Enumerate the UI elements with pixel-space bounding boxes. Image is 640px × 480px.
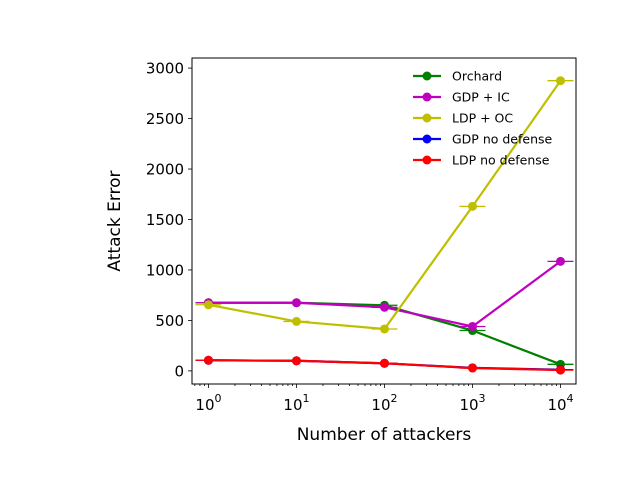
y-tick-label: 1000 [146, 261, 184, 279]
x-tick-label: 102 [371, 392, 397, 414]
data-point [379, 358, 389, 368]
data-point [203, 355, 213, 365]
legend-marker [422, 155, 432, 165]
data-point [291, 298, 301, 308]
plot-frame [191, 57, 577, 385]
data-point [556, 365, 566, 375]
y-tick-label: 3000 [146, 60, 184, 78]
legend-marker [422, 134, 432, 144]
data-point [556, 256, 566, 266]
legend-label: LDP + OC [452, 111, 513, 126]
x-tick-label: 100 [195, 392, 221, 414]
x-axis: 100 101 102 103 104 [194, 384, 574, 414]
legend: Orchard GDP + IC LDP + OC GDP no defense LDP… [413, 69, 553, 168]
data-point [379, 302, 389, 312]
y-axis-title: Attack Error [105, 170, 125, 271]
data-point [556, 76, 566, 86]
legend-marker [422, 92, 432, 102]
data-point [291, 316, 301, 326]
legend-label: GDP + IC [452, 90, 510, 105]
legend-label: GDP no defense [452, 132, 553, 147]
legend-marker [422, 71, 432, 81]
x-tick-label: 101 [283, 392, 309, 414]
y-axis: 0 500 1000 1500 2000 2500 3000 [146, 60, 192, 380]
series-layer [195, 76, 574, 375]
data-point [203, 300, 213, 310]
y-tick-label: 0 [174, 362, 184, 380]
data-point [291, 356, 301, 366]
x-tick-label: 104 [547, 392, 573, 414]
y-tick-label: 2000 [146, 161, 184, 179]
y-tick-label: 1500 [146, 211, 184, 229]
data-point [379, 324, 389, 334]
legend-marker [422, 113, 432, 123]
data-point [467, 201, 477, 211]
data-point [467, 321, 477, 331]
y-tick-label: 500 [155, 312, 184, 330]
x-tick-label: 103 [459, 392, 485, 414]
legend-label: Orchard [452, 69, 502, 84]
series-line [208, 301, 561, 366]
legend-label: LDP no defense [452, 153, 550, 168]
y-tick-label: 2500 [146, 110, 184, 128]
series-line [208, 260, 562, 328]
x-axis-title: Number of attackers [297, 425, 472, 445]
data-point [467, 363, 477, 373]
